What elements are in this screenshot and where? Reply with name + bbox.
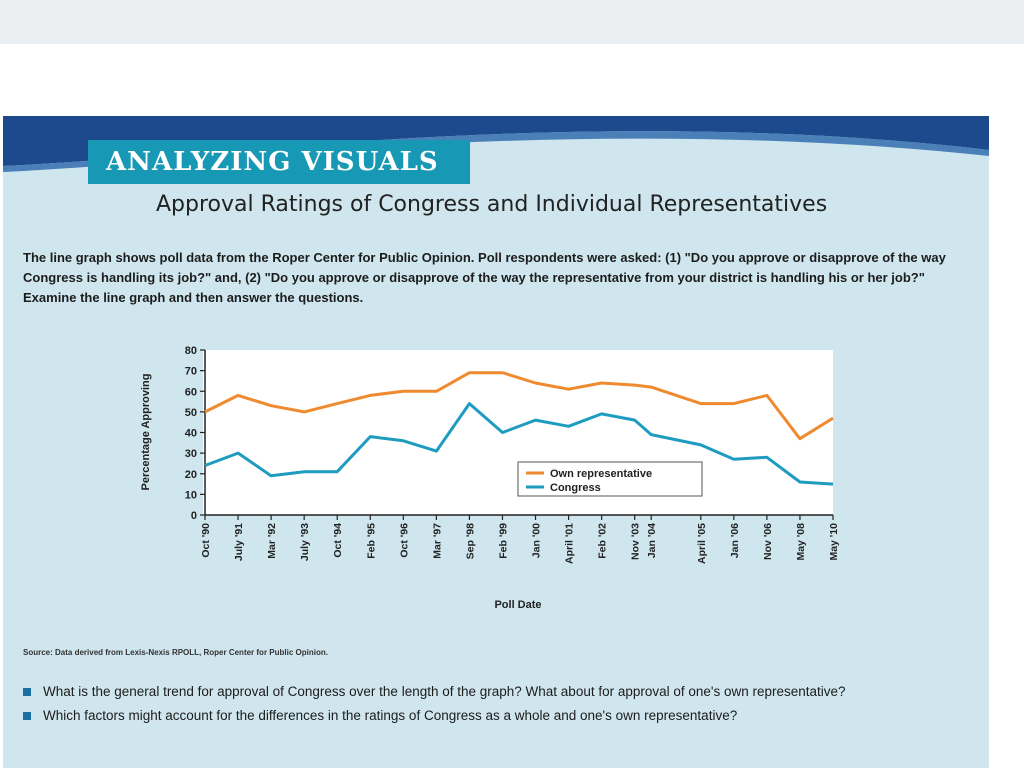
series-layer — [204, 371, 834, 486]
legend-label: Own representative — [550, 468, 652, 480]
x-tick-label: Mar '92 — [266, 523, 278, 559]
x-tick-label: Nov '06 — [762, 523, 774, 560]
square-bullet-icon — [23, 712, 31, 720]
analyzing-visuals-panel: ANALYZING VISUALS Approval Ratings of Co… — [3, 116, 989, 768]
question-list: What is the general trend for approval o… — [23, 682, 953, 730]
x-axis-label: Poll Date — [494, 599, 541, 611]
top-strip — [0, 0, 1024, 44]
y-tick-label: 0 — [191, 510, 197, 522]
line-chart: 0 10 20 30 40 50 60 70 80 Oct '90 July '91 Mar '92… — [140, 345, 840, 611]
x-tick-label: July '93 — [299, 523, 311, 561]
x-tick-label: Nov '03 — [630, 523, 642, 560]
y-tick-label: 10 — [185, 489, 197, 501]
x-tick-label: Oct '90 — [200, 523, 212, 558]
y-tick-label: 20 — [185, 469, 197, 481]
series-line-own-representative — [204, 371, 834, 441]
x-tick-label: Jan '04 — [646, 523, 658, 558]
y-tick-label: 60 — [185, 386, 197, 398]
banner-wave — [3, 116, 989, 172]
x-tick-label: July '91 — [233, 523, 245, 561]
x-tick-label: Feb '95 — [365, 523, 377, 559]
square-bullet-icon — [23, 688, 31, 696]
x-tick-label: April '01 — [564, 523, 576, 564]
question-item: Which factors might account for the diff… — [23, 706, 953, 726]
y-tick-label: 30 — [185, 448, 197, 460]
y-tick-label: 80 — [185, 345, 197, 357]
x-tick-label: Oct '94 — [332, 523, 344, 558]
y-axis-label: Percentage Approving — [140, 374, 152, 491]
y-tick-label: 50 — [185, 407, 197, 419]
x-tick-label: Feb '02 — [597, 523, 609, 559]
x-tick-label: Mar '97 — [431, 523, 443, 559]
series-line-congress — [204, 402, 834, 486]
x-tick-label: Sep '98 — [464, 523, 476, 560]
x-tick-label: May '10 — [828, 523, 840, 561]
legend-box — [517, 461, 703, 497]
x-tick-label: Oct '96 — [398, 523, 410, 558]
y-axis: 0 10 20 30 40 50 60 70 80 — [185, 345, 206, 522]
y-tick-label: 70 — [185, 366, 197, 378]
y-tick-label: 40 — [185, 428, 197, 440]
x-tick-label: Jan '00 — [531, 523, 543, 558]
question-item: What is the general trend for approval o… — [23, 682, 953, 702]
legend-label: Congress — [550, 482, 601, 494]
x-tick-label: May '08 — [795, 523, 807, 561]
section-label: ANALYZING VISUALS — [88, 140, 470, 184]
x-tick-label: Jan '06 — [729, 523, 741, 558]
intro-text: The line graph shows poll data from the … — [23, 250, 946, 305]
source-note: Source: Data derived from Lexis-Nexis RP… — [23, 648, 328, 657]
x-tick-label: April '05 — [696, 523, 708, 564]
legend: Own representative Congress — [517, 461, 703, 497]
chart-title: Approval Ratings of Congress and Individ… — [156, 192, 828, 217]
x-tick-label: Feb '99 — [497, 523, 509, 559]
question-text: Which factors might account for the diff… — [43, 708, 738, 723]
x-axis: Oct '90 July '91 Mar '92 July '93 Oct '94 Feb… — [200, 514, 840, 564]
question-text: What is the general trend for approval o… — [43, 684, 846, 699]
